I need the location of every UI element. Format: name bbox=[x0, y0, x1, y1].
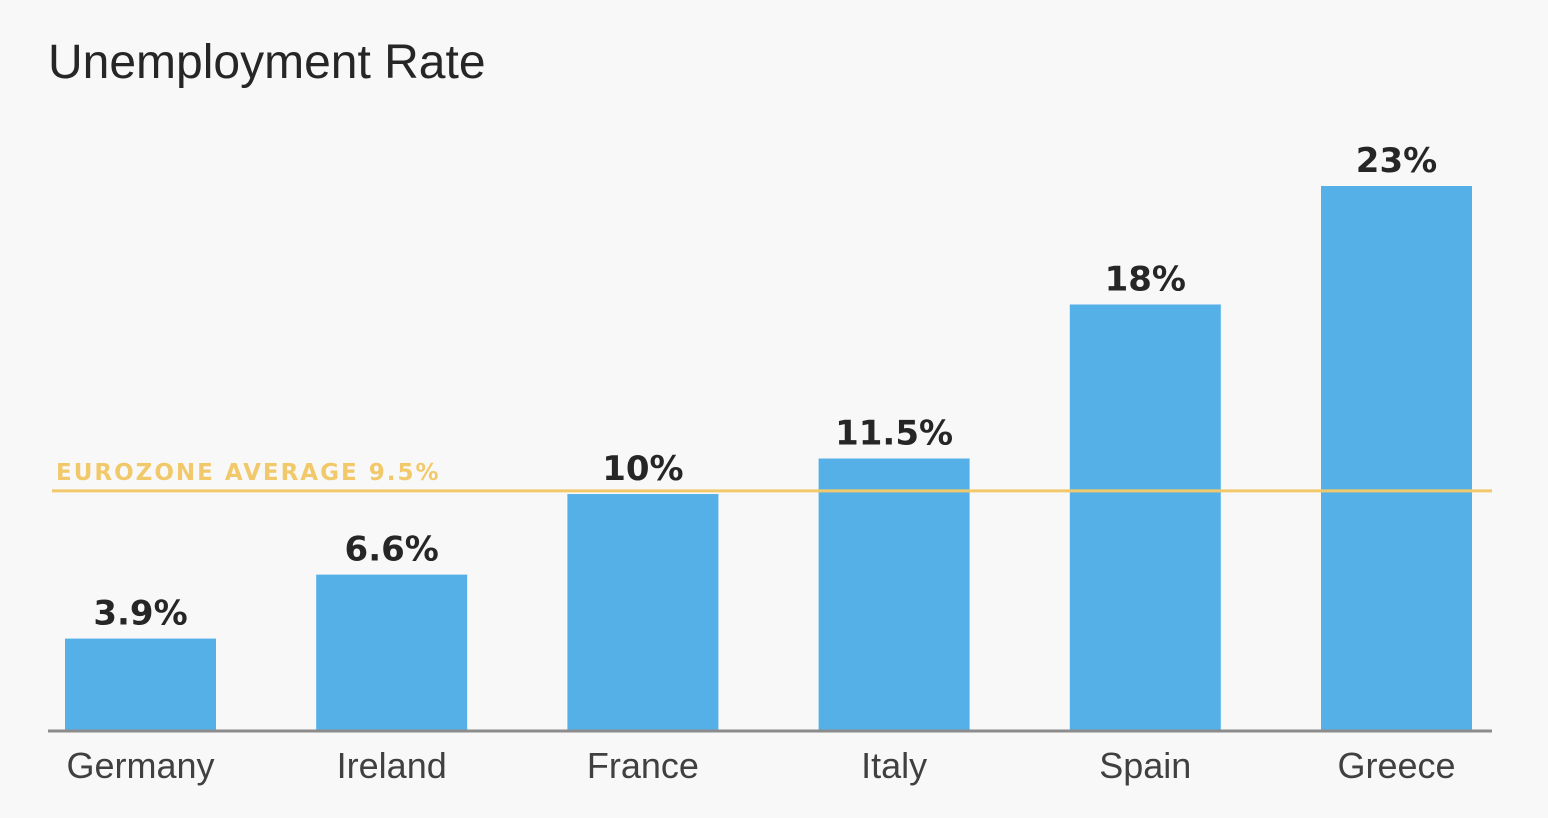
value-label-italy: 11.5% bbox=[835, 414, 953, 454]
value-label-ireland: 6.6% bbox=[345, 530, 439, 570]
value-label-france: 10% bbox=[602, 449, 683, 489]
category-label-france: France bbox=[587, 745, 699, 786]
bar-greece bbox=[1321, 186, 1472, 731]
category-label-germany: Germany bbox=[66, 745, 214, 786]
eurozone-average-label: EUROZONE AVERAGE 9.5% bbox=[56, 460, 441, 486]
value-label-greece: 23% bbox=[1356, 141, 1437, 181]
labels-group: 3.9% Germany 6.6% Ireland 10% France 11.5% Ital… bbox=[66, 141, 1455, 786]
category-label-italy: Italy bbox=[861, 745, 927, 786]
value-label-germany: 3.9% bbox=[93, 594, 187, 634]
category-label-ireland: Ireland bbox=[337, 745, 447, 786]
category-label-spain: Spain bbox=[1099, 745, 1191, 786]
value-label-spain: 18% bbox=[1105, 259, 1186, 299]
bar-italy bbox=[818, 458, 970, 731]
bar-ireland bbox=[316, 574, 468, 731]
bar-spain bbox=[1069, 304, 1221, 731]
bar-germany bbox=[65, 638, 216, 731]
bar-france bbox=[567, 494, 719, 731]
chart-title: Unemployment Rate bbox=[48, 36, 486, 89]
bars-group bbox=[65, 186, 1472, 731]
category-label-greece: Greece bbox=[1337, 745, 1455, 786]
